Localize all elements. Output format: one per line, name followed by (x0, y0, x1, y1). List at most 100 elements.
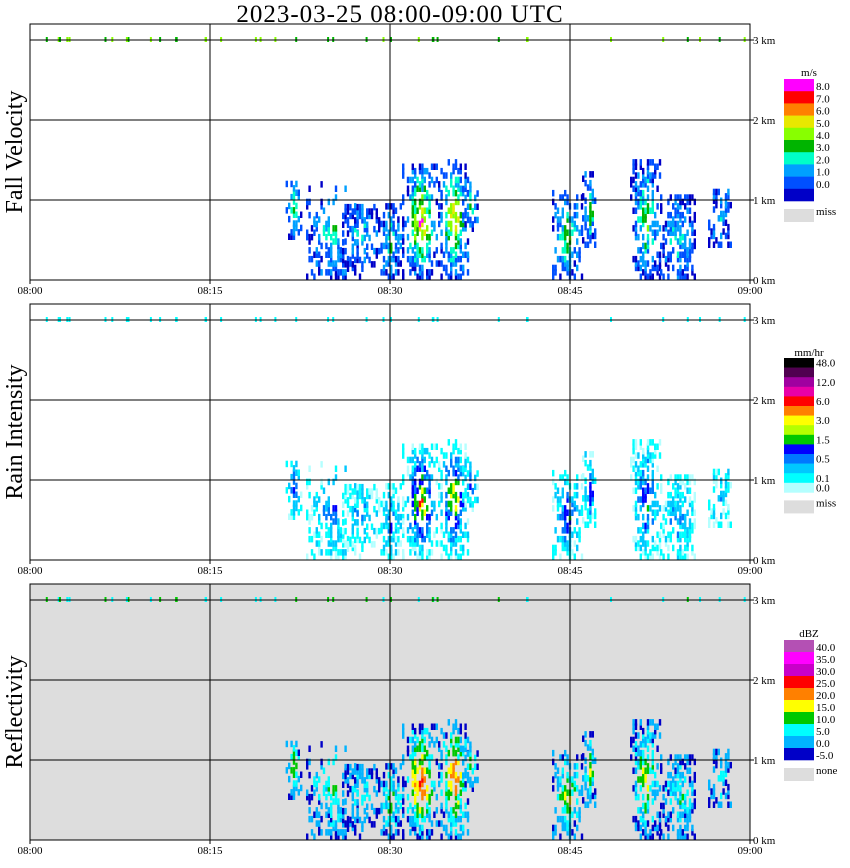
data-cell (300, 504, 303, 512)
data-cell (399, 820, 402, 827)
data-cell (428, 203, 431, 210)
data-cell (342, 261, 345, 268)
data-cell (450, 824, 453, 832)
data-cell (292, 478, 296, 485)
data-cell (651, 238, 654, 245)
data-cell (464, 181, 467, 188)
data-cell (459, 780, 462, 788)
data-cell (664, 540, 668, 547)
data-cell (445, 549, 448, 556)
data-cell (466, 829, 470, 836)
data-cell (686, 487, 689, 494)
data-cell (315, 780, 318, 788)
data-cell (433, 741, 436, 748)
data-cell (418, 251, 422, 258)
data-cell (344, 549, 347, 556)
data-cell (691, 544, 694, 552)
x-tick-label: 08:15 (197, 845, 223, 857)
data-cell (315, 807, 318, 814)
data-cell (559, 273, 562, 280)
data-cell (679, 198, 682, 206)
data-cell (426, 553, 429, 560)
data-cell (658, 172, 662, 179)
data-cell (454, 273, 458, 280)
data-cell (337, 807, 340, 814)
data-cell (654, 163, 657, 170)
data-cell (344, 261, 347, 268)
data-cell (414, 216, 417, 223)
data-cell (318, 531, 321, 538)
data-cell (639, 203, 642, 210)
data-cell (310, 785, 314, 792)
data-cell (454, 531, 458, 538)
data-cell (630, 181, 633, 188)
data-cell (457, 181, 460, 188)
data-cell (445, 785, 448, 792)
data-cell (292, 771, 296, 778)
data-cell (651, 264, 654, 272)
data-cell (288, 775, 291, 783)
data-cell (416, 225, 419, 232)
data-cell (462, 185, 465, 193)
data-cell (688, 811, 692, 818)
data-cell (421, 535, 424, 543)
data-cell (712, 241, 716, 248)
data-cell (330, 233, 333, 241)
data-cell (308, 247, 311, 254)
data-cell (423, 255, 426, 263)
data-cell (729, 521, 732, 528)
data-cell (354, 483, 357, 490)
data-cell (438, 483, 441, 490)
data-cell (462, 772, 465, 779)
data-cell (651, 229, 654, 236)
data-cell (688, 527, 692, 534)
data-cell (450, 452, 453, 459)
data-cell (646, 802, 650, 810)
data-cell (399, 763, 402, 770)
legend-swatch (784, 454, 814, 464)
data-cell (717, 521, 720, 528)
data-cell (346, 821, 350, 828)
data-cell (414, 820, 417, 827)
legend-label: 0.0 (816, 482, 830, 494)
data-cell (459, 238, 462, 245)
data-cell (450, 553, 453, 560)
data-cell (454, 509, 458, 516)
data-cell (566, 509, 569, 516)
data-cell (632, 167, 635, 175)
data-cell (414, 255, 417, 263)
data-cell (382, 255, 386, 263)
data-cell (552, 785, 555, 792)
data-cell (397, 238, 400, 245)
data-cell (691, 754, 694, 761)
data-cell (351, 807, 354, 815)
data-cell (637, 776, 640, 783)
data-cell (571, 269, 574, 276)
data-cell (418, 807, 422, 814)
data-cell (642, 513, 645, 521)
data-cell (672, 483, 675, 490)
data-cell (330, 251, 333, 258)
data-cell (715, 481, 718, 489)
data-cell (390, 776, 393, 783)
data-cell (589, 201, 592, 209)
data-cell (354, 239, 357, 246)
data-cell (411, 544, 414, 552)
data-cell (669, 780, 672, 788)
data-cell (292, 780, 296, 787)
data-cell (727, 206, 730, 213)
data-cell (681, 269, 684, 276)
data-cell (380, 829, 383, 836)
data-cell (315, 820, 318, 827)
data-cell (402, 496, 405, 503)
data-cell (397, 815, 400, 823)
data-cell (292, 504, 296, 512)
data-cell (637, 544, 640, 552)
data-cell (646, 247, 650, 254)
data-cell (589, 451, 592, 458)
data-cell (662, 233, 665, 241)
data-cell (361, 261, 364, 268)
data-cell (421, 220, 424, 228)
data-cell (658, 553, 662, 560)
data-cell (634, 793, 638, 801)
